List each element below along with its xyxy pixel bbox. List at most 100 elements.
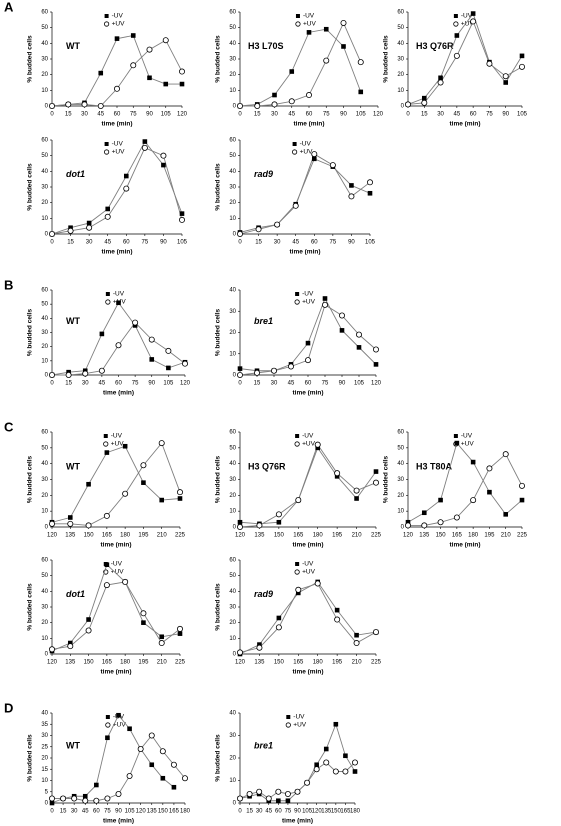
data-point (254, 103, 261, 110)
y-axis-label: % budded cells (215, 583, 222, 631)
y-tick-label: 0 (45, 652, 49, 658)
x-tick-label: 60 (115, 381, 122, 387)
x-tick-label: 210 (352, 660, 363, 666)
x-tick-label: 120 (371, 381, 382, 387)
data-point (341, 44, 346, 49)
data-point (82, 797, 89, 804)
x-tick-label: 0 (238, 112, 242, 118)
data-point (421, 99, 428, 106)
x-tick-label: 195 (332, 533, 343, 539)
x-axis-label: time (min) (282, 818, 313, 825)
x-tick-label: 120 (180, 381, 191, 387)
data-point (49, 646, 56, 653)
legend-marker (453, 14, 458, 18)
data-point (85, 627, 92, 634)
data-point (373, 362, 379, 367)
x-tick-label: 210 (352, 533, 363, 539)
x-tick-label: 0 (50, 381, 54, 387)
data-point (372, 346, 379, 353)
chart-title: rad9 (254, 169, 273, 179)
y-tick-label: 30 (41, 330, 48, 336)
x-tick-label: 75 (285, 809, 292, 815)
data-point (140, 462, 147, 469)
legend-marker (453, 21, 459, 27)
data-point (292, 202, 299, 209)
y-tick-label: 20 (41, 200, 48, 206)
x-tick-label: 150 (436, 533, 447, 539)
data-point (314, 580, 321, 587)
y-axis-label: % budded cells (215, 455, 222, 503)
x-tick-label: 75 (323, 112, 330, 118)
chart-title: WT (66, 741, 80, 751)
x-tick-label: 45 (265, 809, 272, 815)
data-point (236, 795, 243, 802)
data-point (176, 489, 183, 496)
data-point (86, 481, 91, 487)
x-tick-label: 60 (114, 112, 121, 118)
y-tick-label: 50 (41, 302, 48, 308)
legend-label: -UV (303, 13, 315, 20)
data-point (334, 474, 340, 479)
data-point (437, 519, 444, 526)
y-tick-label: 30 (41, 733, 48, 739)
y-axis-label: % budded cells (27, 163, 34, 211)
data-point (127, 726, 132, 732)
data-point (236, 649, 243, 656)
y-tick-label: 30 (229, 309, 236, 315)
x-tick-label: 165 (102, 660, 113, 666)
data-point (329, 162, 336, 169)
data-point (165, 347, 172, 354)
data-point (86, 224, 93, 231)
legend-label: +UV (111, 441, 124, 448)
chart-title: dot1 (66, 589, 85, 599)
y-tick-label: 10 (229, 351, 236, 357)
data-point (67, 515, 73, 520)
y-tick-label: 30 (229, 605, 236, 611)
data-point (265, 795, 272, 802)
data-point (236, 103, 243, 110)
y-axis-label: % budded cells (215, 35, 222, 83)
y-tick-label: 60 (41, 558, 48, 564)
x-tick-label: 75 (322, 381, 329, 387)
y-tick-label: 0 (233, 373, 237, 379)
y-tick-label: 10 (229, 778, 236, 784)
x-tick-label: 30 (271, 112, 278, 118)
data-point (146, 46, 153, 53)
chart-title: H3 Q76R (416, 41, 454, 51)
data-point (86, 617, 91, 622)
y-tick-label: 60 (41, 138, 48, 144)
data-point (295, 590, 301, 596)
data-point (161, 162, 166, 168)
data-point (123, 173, 129, 179)
x-tick-label: 90 (115, 809, 122, 815)
x-tick-label: 135 (254, 533, 265, 539)
y-tick-label: 50 (229, 445, 236, 451)
x-tick-label: 0 (406, 112, 410, 118)
data-point (294, 788, 301, 795)
data-point (178, 68, 185, 75)
x-tick-label: 165 (293, 533, 304, 539)
y-tick-label: 40 (229, 41, 236, 47)
y-tick-label: 60 (397, 10, 404, 16)
x-tick-label: 120 (47, 660, 58, 666)
data-point (315, 445, 321, 451)
data-point (332, 768, 339, 775)
x-tick-label: 15 (65, 381, 72, 387)
data-point (256, 788, 263, 795)
legend-marker (294, 441, 300, 447)
data-point (272, 92, 277, 98)
data-point (147, 75, 152, 81)
x-tick-label: 45 (454, 112, 461, 118)
data-point (132, 319, 139, 326)
y-axis-label: % budded cells (215, 163, 222, 211)
y-axis-label: % budded cells (27, 308, 34, 356)
legend-label: +UV (303, 21, 316, 28)
x-tick-label: 195 (138, 533, 149, 539)
x-tick-label: 30 (256, 809, 263, 815)
data-point (372, 479, 379, 486)
data-point (255, 226, 262, 233)
data-point (305, 340, 311, 346)
x-tick-label: 45 (97, 112, 104, 118)
y-tick-label: 60 (229, 138, 236, 144)
data-point (123, 185, 130, 192)
